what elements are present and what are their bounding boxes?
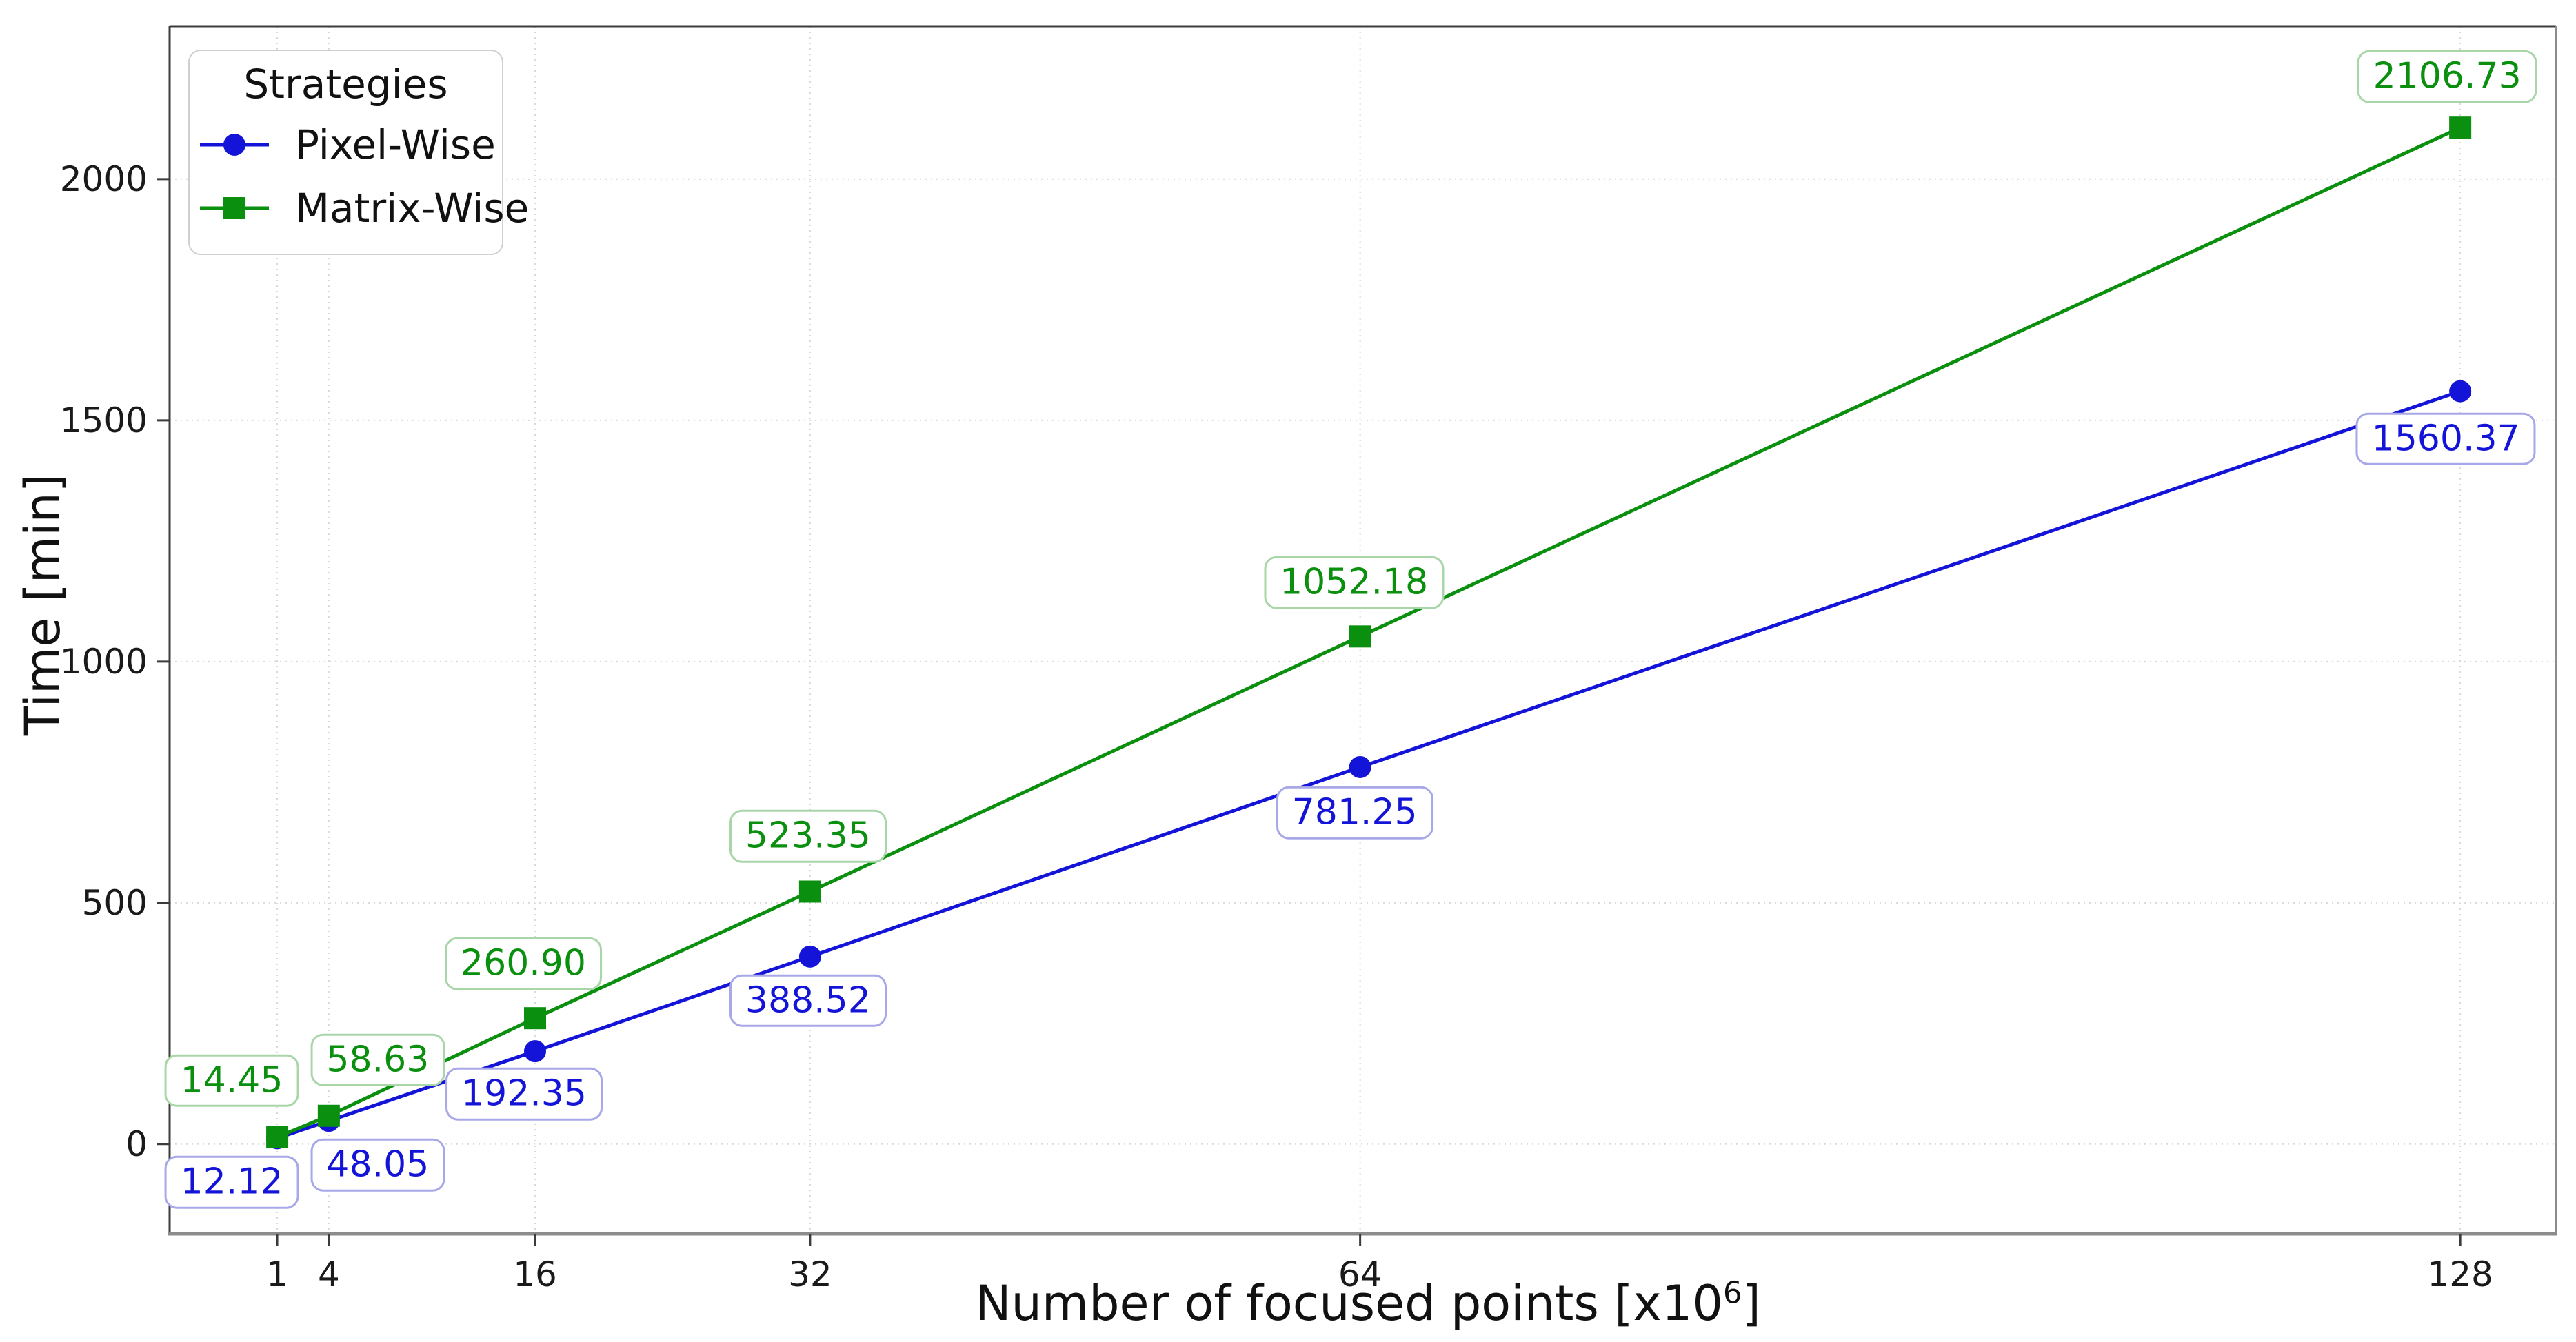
square-marker-icon [223, 197, 245, 219]
circle-marker-icon [1349, 755, 1371, 778]
y-tick-label: 1500 [60, 400, 148, 440]
legend-sample-matrix-wise [200, 196, 269, 220]
circle-marker-icon [798, 945, 821, 968]
legend-entry-pixel-wise: Pixel-Wise [190, 113, 502, 176]
legend-label: Matrix-Wise [295, 185, 530, 232]
x-tick-label: 4 [318, 1254, 340, 1294]
x-axis-label: Number of focused points [x106] [975, 1275, 1761, 1332]
y-axis-label: Time [min] [14, 473, 71, 736]
x-tick-label: 32 [788, 1254, 832, 1294]
x-axis-label-text: Number of focused points [x10 [975, 1275, 1723, 1332]
y-tick-label: 0 [125, 1124, 148, 1164]
square-marker-icon [266, 1126, 289, 1148]
circle-marker-icon [2449, 380, 2472, 403]
x-tick-label: 64 [1338, 1254, 1382, 1294]
circle-marker-icon [223, 134, 245, 156]
y-tick-label: 1000 [60, 642, 148, 682]
x-axis-label-superscript: 6 [1722, 1276, 1742, 1311]
x-axis-label-bracket: ] [1742, 1275, 1761, 1332]
square-marker-icon [798, 880, 821, 903]
y-tick-label: 500 [82, 883, 148, 923]
square-marker-icon [317, 1104, 340, 1127]
legend-sample-pixel-wise [200, 133, 269, 156]
legend: Strategies Pixel-Wise Matrix-Wise [188, 50, 529, 255]
x-tick-label: 16 [513, 1254, 557, 1294]
legend-title: Strategies [243, 61, 448, 108]
legend-entry-matrix-wise: Matrix-Wise [190, 176, 529, 240]
legend-label: Pixel-Wise [295, 121, 496, 168]
square-marker-icon [524, 1007, 547, 1030]
circle-marker-icon [524, 1040, 547, 1063]
x-tick-label: 1 [266, 1254, 288, 1294]
y-tick-label: 2000 [60, 159, 148, 199]
x-tick-label: 128 [2427, 1254, 2493, 1294]
square-marker-icon [2449, 116, 2472, 139]
square-marker-icon [1349, 625, 1371, 648]
